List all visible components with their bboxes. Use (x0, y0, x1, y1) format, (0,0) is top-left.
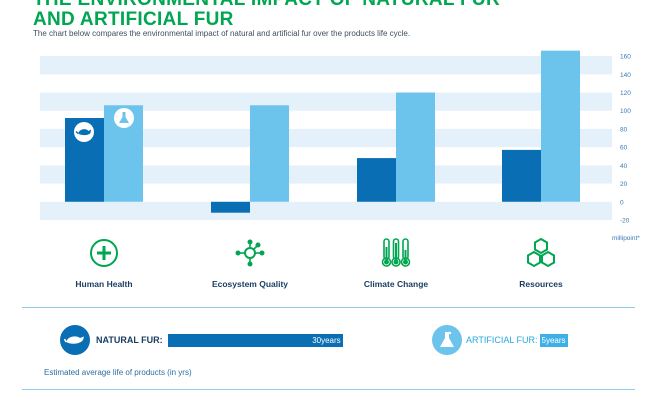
footnote: Estimated average life of products (in y… (44, 368, 192, 377)
y-tick-label: 100 (620, 108, 631, 115)
hexagons-icon (466, 236, 616, 270)
natural-fur-bar-2 (357, 158, 396, 202)
category-label: Ecosystem Quality (211, 279, 289, 289)
y-axis-ticks: -20 0 20 40 60 80 100 120 140 160 (620, 54, 631, 225)
y-tick-label: 40 (620, 163, 628, 170)
y-tick-label: 140 (620, 72, 631, 79)
natural-fur-lifespan: NATURAL FUR: 30years (60, 325, 343, 355)
natural-fur-bar-1 (211, 201, 250, 213)
chart-subtitle: The chart below compares the environment… (33, 29, 411, 38)
y-tick-label: -20 (620, 218, 630, 225)
natural-fur-bar-3 (502, 149, 541, 202)
network-nodes-icon (175, 236, 325, 270)
natural-fur-label: NATURAL FUR: (96, 335, 163, 345)
grid-band (40, 92, 612, 111)
medical-cross-icon (29, 236, 179, 270)
category-climate-change: Climate Change (321, 236, 471, 289)
grid-band (40, 56, 612, 75)
y-tick-label: 20 (620, 181, 628, 188)
y-tick-label: 80 (620, 126, 628, 133)
divider-bottom (22, 389, 635, 390)
category-label: Climate Change (363, 279, 429, 289)
flask-icon (432, 325, 462, 355)
divider-top (22, 307, 635, 308)
artificial-fur-bar-icon (114, 108, 134, 128)
grid-bands (40, 56, 612, 220)
y-tick-label: 120 (620, 90, 631, 97)
grid-band (40, 165, 612, 184)
bars (65, 50, 580, 213)
category-label: Resources (519, 279, 563, 289)
y-tick-label: 160 (620, 54, 631, 61)
artificial-fur-bar-2 (396, 92, 435, 202)
category-label: Human Health (75, 279, 133, 289)
artificial-fur-bar-3 (541, 50, 580, 202)
thermometers-icon (321, 236, 471, 270)
category-resources: Resources (466, 236, 616, 289)
grid-band (40, 128, 612, 148)
y-tick-label: 60 (620, 145, 628, 152)
title-line-1: THE ENVIRONMENTAL IMPACT OF NATURAL FUR (33, 0, 500, 10)
natural-fur-bar: 30years (167, 333, 343, 347)
category-ecosystem-quality: Ecosystem Quality (175, 236, 325, 289)
artificial-fur-lifespan: ARTIFICIAL FUR: 5years (432, 325, 568, 355)
y-axis-label: millipoint* (612, 235, 640, 242)
natural-fur-bar-icon (74, 122, 94, 142)
bar-chart: -20 0 20 40 60 80 100 120 140 160 millipoint* (40, 50, 640, 242)
chart-title: THE ENVIRONMENTAL IMPACT OF NATURAL FUR … (33, 0, 500, 30)
bar-icons (74, 108, 134, 142)
artificial-fur-bar-1 (250, 105, 289, 202)
category-human-health: Human Health (29, 236, 179, 289)
artificial-fur-bar: 5years (539, 333, 568, 347)
title-line-2: AND ARTIFICIAL FUR (33, 9, 234, 30)
y-tick-label: 0 (620, 199, 624, 206)
animal-icon (60, 325, 90, 355)
artificial-fur-label: ARTIFICIAL FUR: (466, 335, 538, 345)
grid-band (40, 201, 612, 220)
